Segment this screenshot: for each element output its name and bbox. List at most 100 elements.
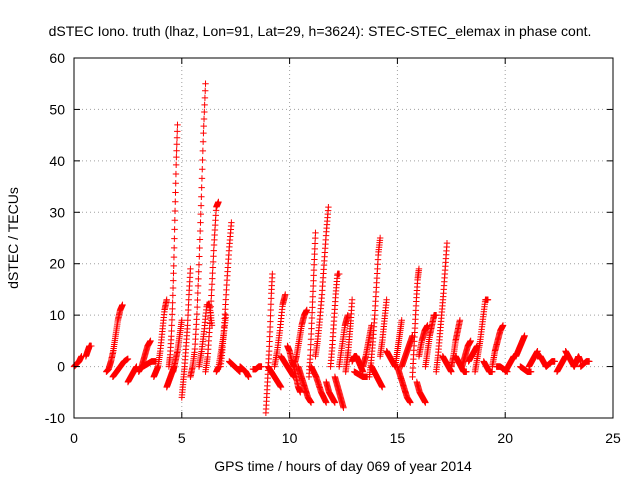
data-point	[201, 94, 209, 102]
data-point	[207, 309, 214, 316]
data-point	[119, 301, 126, 309]
data-point	[194, 296, 201, 304]
data-point	[200, 122, 207, 130]
data-point	[245, 373, 252, 381]
data-arc	[109, 355, 132, 381]
data-arc	[217, 219, 235, 370]
data-point	[467, 337, 474, 345]
y-tick-label: 10	[49, 307, 65, 323]
data-point	[484, 296, 492, 303]
data-point	[207, 303, 215, 310]
data-point	[208, 281, 216, 288]
data-point	[200, 115, 208, 123]
data-point	[171, 226, 178, 233]
data-point	[267, 318, 274, 325]
data-point	[398, 317, 405, 324]
data-point	[199, 156, 206, 164]
data-point	[172, 170, 180, 178]
data-point	[201, 108, 208, 116]
data-arc	[542, 358, 558, 370]
y-tick-label: -10	[45, 410, 65, 426]
data-arc	[342, 296, 356, 375]
data-point	[215, 198, 222, 206]
data-arc	[335, 311, 352, 370]
x-tick-label: 0	[70, 430, 78, 446]
data-point	[209, 269, 216, 277]
y-axis-label: dSTEC / TECUs	[5, 187, 21, 289]
data-point	[269, 270, 276, 278]
data-point	[499, 322, 507, 329]
data-point	[266, 323, 274, 331]
data-arc	[448, 317, 464, 370]
data-point	[376, 234, 384, 242]
data-point	[197, 210, 204, 218]
y-tick-label: 20	[49, 256, 65, 272]
data-point	[187, 265, 194, 273]
data-point	[325, 203, 332, 211]
data-point	[170, 277, 177, 284]
data-arc	[577, 358, 593, 370]
data-arc	[262, 270, 276, 417]
data-point	[222, 311, 230, 319]
data-point	[210, 247, 217, 254]
data-point	[178, 317, 185, 324]
y-tick-label: 0	[57, 359, 65, 375]
data-point	[433, 311, 440, 319]
data-point	[207, 314, 214, 322]
data-arc	[570, 353, 584, 370]
data-point	[173, 141, 181, 148]
y-tick-label: 30	[49, 204, 65, 220]
y-tick-label: 40	[49, 153, 65, 169]
data-point	[209, 258, 217, 266]
data-point	[147, 337, 154, 345]
data-point	[267, 306, 274, 314]
chart-title: dSTEC Iono. truth (lhaz, Lon=91, Lat=29,…	[49, 23, 592, 39]
data-point	[527, 368, 535, 375]
data-arc	[150, 296, 170, 381]
data-point	[195, 275, 202, 283]
data-point	[379, 383, 386, 391]
data-arc	[165, 121, 181, 370]
data-arc	[195, 301, 216, 370]
data-arc	[277, 353, 298, 381]
data-arc	[376, 296, 390, 360]
data-arc	[312, 203, 332, 360]
data-point	[199, 166, 206, 173]
data-arc	[323, 378, 339, 406]
data-arc	[368, 363, 386, 391]
data-point	[170, 270, 177, 277]
data-point	[383, 296, 390, 303]
data-arc	[415, 322, 431, 360]
data-point	[209, 275, 216, 282]
data-arc	[471, 296, 492, 375]
data-arc	[169, 317, 185, 375]
data-point	[171, 207, 179, 215]
data-point	[197, 202, 205, 209]
data-point	[170, 244, 178, 252]
data-point	[169, 305, 176, 313]
data-point	[415, 265, 423, 273]
data-arc	[103, 301, 126, 375]
data-point	[209, 264, 217, 271]
data-point	[348, 296, 356, 303]
data-point	[194, 289, 202, 297]
data-arc	[264, 363, 285, 391]
data-arc	[458, 337, 474, 370]
data-arc	[433, 239, 451, 375]
plot-frame	[73, 57, 614, 419]
y-tick-label: 50	[49, 101, 65, 117]
data-point	[443, 239, 451, 247]
data-arc	[202, 198, 222, 375]
data-point	[171, 216, 179, 224]
data-arc	[383, 347, 399, 370]
data-arc	[187, 80, 209, 381]
data-point	[206, 320, 214, 327]
data-point	[195, 268, 202, 275]
data-point	[198, 193, 205, 200]
data-points	[70, 80, 593, 417]
data-point	[335, 270, 343, 278]
data-arc	[226, 358, 244, 375]
data-point	[163, 296, 170, 303]
data-point	[124, 355, 132, 363]
